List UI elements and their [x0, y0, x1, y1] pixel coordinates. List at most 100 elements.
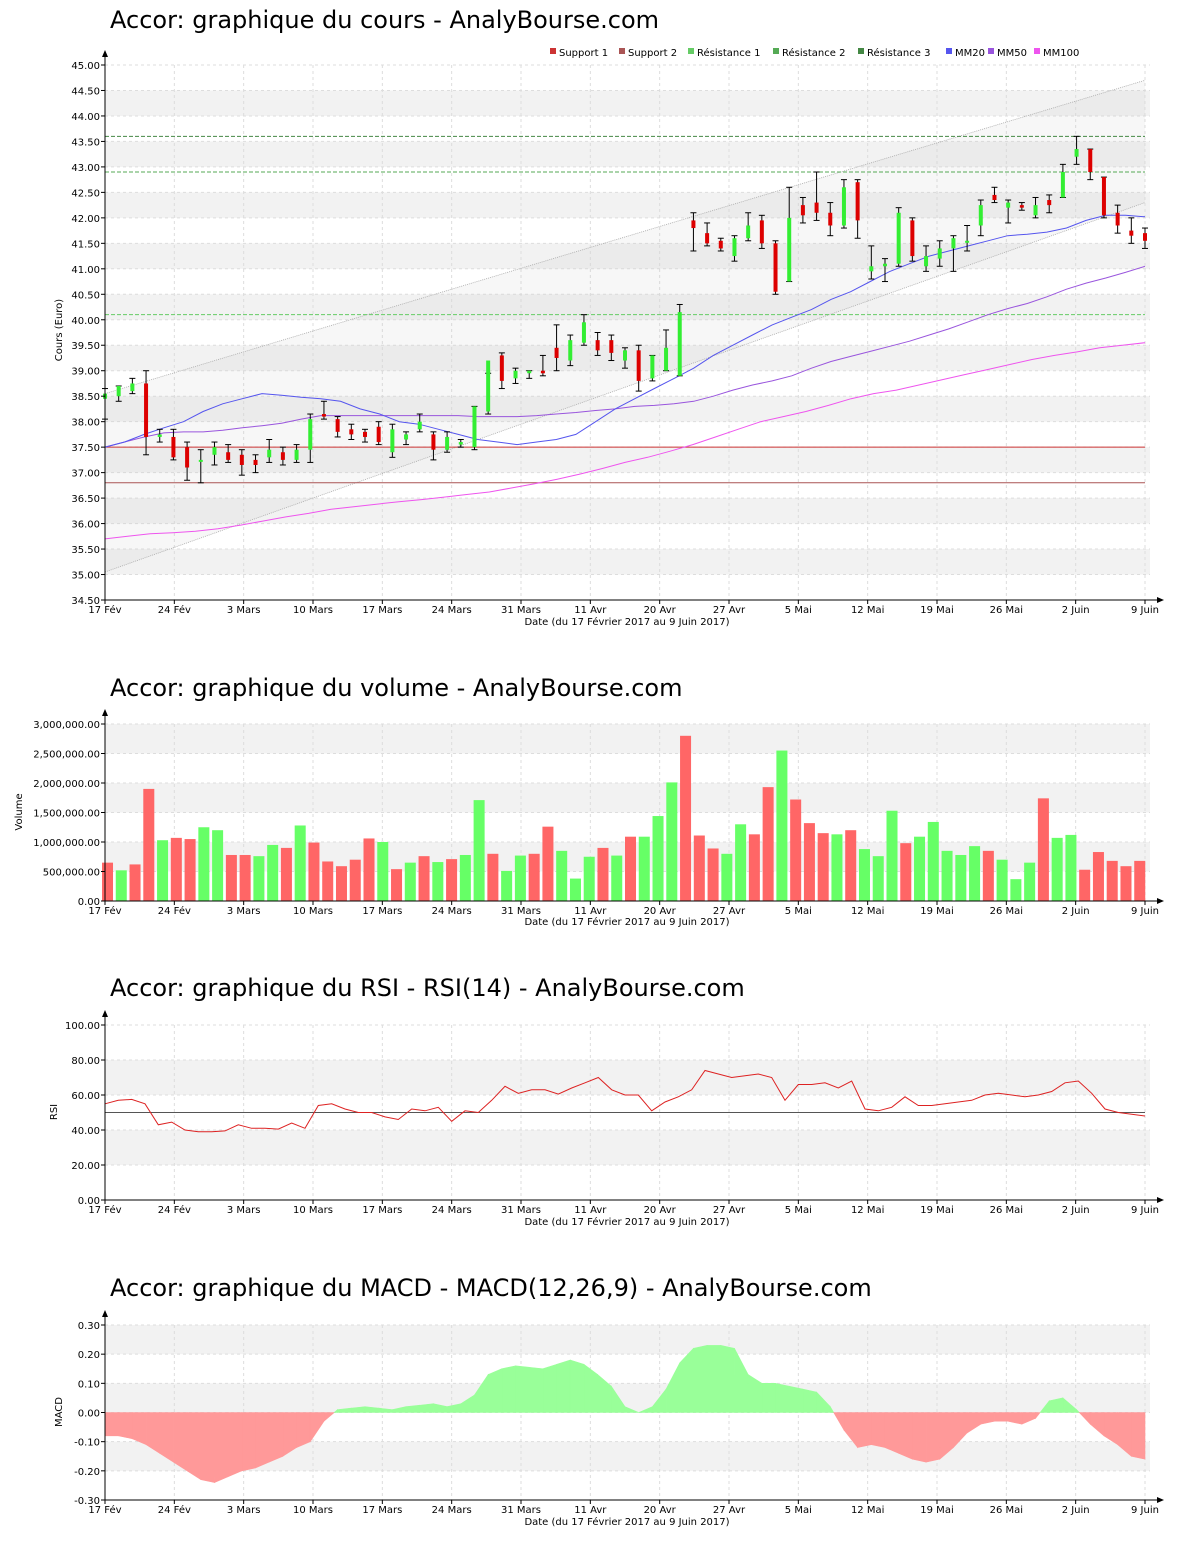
- legend-label: Résistance 1: [697, 47, 760, 59]
- macd-y-axis-label: MACD: [54, 1397, 65, 1427]
- price-y-axis-arrow: [102, 50, 108, 57]
- volume-x-axis-label: Date (du 17 Février 2017 au 9 Juin 2017): [524, 916, 729, 928]
- rsi-y-axis-label: RSI: [49, 1104, 60, 1120]
- rsi-x-tick-label: 5 Mai: [785, 1205, 812, 1216]
- price-background-bands: [105, 90, 1150, 575]
- price-y-tick-label: 45.00: [71, 61, 100, 72]
- candle-body: [883, 263, 887, 267]
- macd-area-segment: [419, 1403, 434, 1413]
- price-candle: [622, 347, 628, 369]
- price-candle: [676, 303, 683, 377]
- volume-bar: [157, 840, 169, 901]
- volume-x-tick-label: 20 Avr: [644, 906, 677, 917]
- macd-x-tick-label: 17 Fév: [88, 1504, 121, 1516]
- price-candle: [745, 212, 752, 242]
- price-x-tick-label: 9 Juin: [1131, 605, 1159, 616]
- macd-area-segment: [501, 1365, 516, 1413]
- candle-body: [253, 459, 258, 465]
- candle-body: [321, 414, 326, 417]
- volume-bar: [129, 864, 141, 901]
- macd-x-tick-label: 26 Mai: [990, 1505, 1023, 1516]
- price-support-resistance-lines: [105, 135, 1145, 484]
- volume-bar: [1051, 837, 1063, 901]
- price-candle: [1018, 202, 1025, 211]
- candle-body: [924, 256, 929, 267]
- price-x-tick-label: 24 Fév: [158, 604, 191, 616]
- candle-body: [609, 340, 614, 353]
- price-candle: [594, 332, 601, 356]
- rsi-axes: [102, 1010, 1164, 1204]
- price-candle: [156, 428, 163, 443]
- volume-bar: [748, 834, 760, 901]
- price-candle: [580, 314, 587, 346]
- price-candle: [1005, 199, 1012, 224]
- candle-body: [636, 350, 641, 381]
- macd-x-axis-label: Date (du 17 Février 2017 au 9 Juin 2017): [524, 1516, 729, 1528]
- legend-label: Résistance 3: [867, 47, 930, 59]
- mm20-line: [104, 214, 1146, 448]
- candle-body: [335, 419, 340, 432]
- volume-bar: [693, 835, 705, 901]
- candle-body: [445, 436, 450, 450]
- candle-body: [1033, 205, 1038, 216]
- macd-area-segment: [556, 1359, 571, 1413]
- price-candle: [320, 400, 327, 420]
- price-candle: [1046, 194, 1053, 214]
- macd-area-segment: [693, 1345, 708, 1413]
- price-y-tick-label: 39.00: [71, 367, 100, 378]
- price-candle: [731, 235, 738, 262]
- macd-y-tick-label: -0.30: [74, 1496, 100, 1507]
- price-candle: [936, 240, 943, 267]
- volume-bar: [707, 848, 719, 901]
- legend-swatch: [619, 48, 625, 54]
- price-candle: [334, 416, 341, 438]
- price-y-tick-label: 38.00: [71, 418, 100, 429]
- price-candle: [143, 370, 150, 456]
- volume-bar: [391, 869, 403, 901]
- price-candle: [1087, 148, 1094, 181]
- macd-area-segment: [583, 1363, 598, 1413]
- candle-body: [978, 205, 983, 226]
- macd-area-segment: [1007, 1412, 1023, 1425]
- volume-x-tick-label: 17 Mars: [362, 906, 402, 917]
- macd-area-segment: [200, 1412, 215, 1483]
- candle-body: [198, 459, 203, 462]
- volume-bar: [996, 859, 1008, 901]
- volume-bar: [666, 782, 678, 901]
- price-x-axis-label: Date (du 17 Février 2017 au 9 Juin 2017): [524, 616, 729, 628]
- volume-bar: [762, 787, 774, 901]
- candle-body: [910, 220, 915, 257]
- rsi-y-tick-label: 0.00: [78, 1196, 100, 1207]
- price-candle: [444, 431, 451, 453]
- volume-x-tick-label: 26 Mai: [990, 906, 1023, 917]
- candle-body: [1101, 177, 1106, 216]
- candle-body: [937, 248, 942, 259]
- price-candle: [827, 202, 834, 237]
- mm100-line: [104, 342, 1146, 540]
- macd-area-segment: [474, 1373, 489, 1413]
- macd-area-segment: [925, 1412, 941, 1463]
- candle-body: [308, 419, 313, 450]
- volume-y-tick-label: 3,000,000.00: [33, 720, 100, 731]
- volume-bar: [735, 824, 747, 901]
- volume-y-tick-labels: 0.00 500,000.00 1,000,000.00 1,500,000.00 2,…: [33, 720, 105, 908]
- macd-area-segment: [679, 1347, 694, 1413]
- volume-x-tick-label: 17 Fév: [88, 905, 121, 917]
- price-candle: [1142, 227, 1148, 249]
- price-candle: [348, 423, 355, 440]
- volume-bar: [652, 816, 664, 901]
- price-y-tick-label: 35.50: [71, 545, 100, 556]
- volume-bar: [886, 810, 898, 901]
- volume-bar: [927, 821, 939, 901]
- macd-x-tick-label: 3 Mars: [227, 1505, 261, 1516]
- volume-bar: [914, 836, 926, 901]
- price-moving-averages: [104, 214, 1146, 540]
- macd-area-segment: [227, 1412, 243, 1478]
- volume-bar: [817, 833, 829, 901]
- price-band: [105, 90, 1150, 116]
- volume-y-tick-label: 0.00: [78, 897, 100, 908]
- candle-body: [185, 447, 190, 468]
- price-candle: [526, 370, 533, 379]
- mm50-line: [104, 265, 1146, 448]
- legend-label: MM20: [955, 48, 985, 59]
